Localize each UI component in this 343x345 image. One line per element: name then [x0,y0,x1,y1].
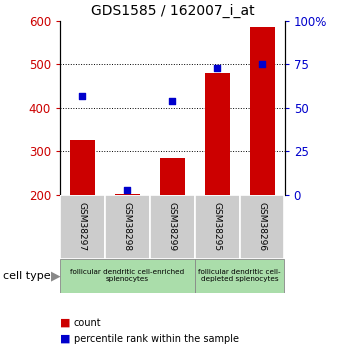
Point [259,61,265,67]
Text: follicular dendritic cell-
depleted splenocytes: follicular dendritic cell- depleted sple… [199,269,281,283]
Text: GSM38296: GSM38296 [258,202,267,252]
Text: GSM38299: GSM38299 [168,202,177,252]
Text: GSM38295: GSM38295 [213,202,222,252]
Bar [250,27,275,195]
Text: percentile rank within the sample: percentile rank within the sample [74,334,239,344]
Point [125,187,130,193]
Text: count: count [74,318,102,327]
Text: cell type: cell type [3,271,51,281]
Bar [240,195,284,259]
Bar [105,195,150,259]
Text: ▶: ▶ [51,269,60,283]
Bar [115,194,140,195]
Bar [195,195,239,259]
Text: follicular dendritic cell-enriched
splenocytes: follicular dendritic cell-enriched splen… [70,269,185,283]
Bar [195,259,284,293]
Bar [70,140,95,195]
Bar [205,73,230,195]
Text: ■: ■ [60,334,71,344]
Text: ■: ■ [60,318,71,327]
Point [215,65,220,70]
Bar [150,195,194,259]
Point [169,98,175,104]
Title: GDS1585 / 162007_i_at: GDS1585 / 162007_i_at [91,4,254,18]
Text: GSM38297: GSM38297 [78,202,87,252]
Text: GSM38298: GSM38298 [123,202,132,252]
Bar [60,259,194,293]
Bar [160,158,185,195]
Point [80,93,85,98]
Bar [60,195,105,259]
